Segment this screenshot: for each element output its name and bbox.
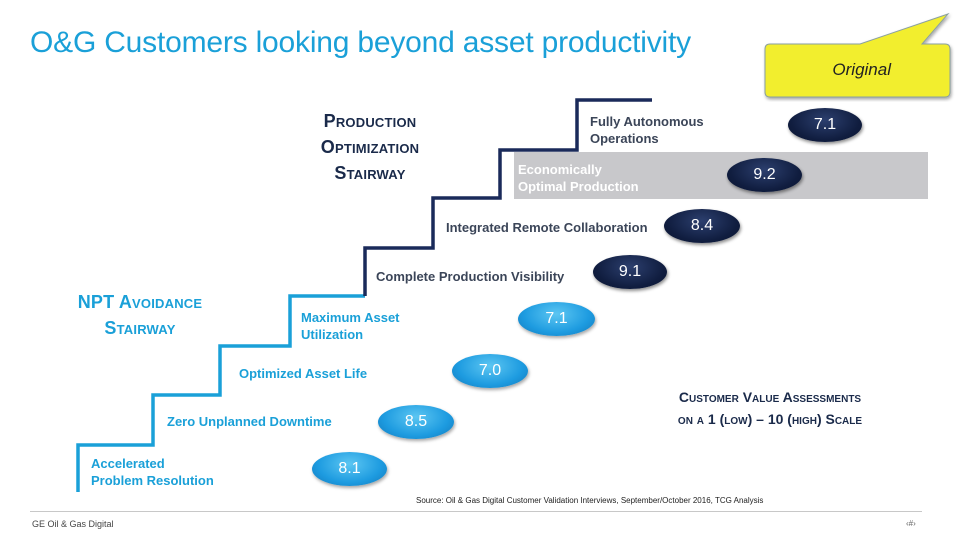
- scale-note: Customer Value Assessments on a 1 (low) …: [677, 389, 863, 427]
- footer-divider: [30, 511, 922, 512]
- score-oval-maximum-asset: 7.1: [518, 302, 595, 336]
- score-oval-accelerated-resolution: 8.1: [312, 452, 387, 486]
- step-label-optimized-asset-life: Optimized Asset Life: [239, 366, 368, 381]
- score-oval-zero-downtime: 8.5: [378, 405, 454, 439]
- step-label-integrated-remote: Integrated Remote Collaboration: [446, 220, 648, 235]
- production-stairway-title: Production Optimization Stairway: [320, 111, 420, 184]
- step-label-fully-autonomous: Fully Autonomous Operations: [590, 114, 704, 146]
- production-stair-line: [363, 98, 652, 296]
- callout-bubble: [764, 12, 951, 98]
- step-label-complete-visibility: Complete Production Visibility: [376, 269, 565, 284]
- callout-text: Original: [832, 60, 891, 79]
- footer-company: GE Oil & Gas Digital: [32, 519, 114, 529]
- npt-stairway-title: NPT Avoidance Stairway: [77, 292, 203, 339]
- score-oval-fully-autonomous: 7.1: [788, 108, 862, 142]
- score-oval-integrated-remote: 8.4: [664, 209, 740, 243]
- step-label-economically-optimal: Economically Optimal Production: [518, 162, 639, 194]
- page-number: ‹#›: [906, 519, 916, 528]
- highlight-band: [514, 152, 928, 199]
- step-label-maximum-asset: Maximum Asset Utilization: [301, 310, 400, 342]
- source-note: Source: Oil & Gas Digital Customer Valid…: [416, 496, 764, 505]
- score-oval-optimized-asset-life: 7.0: [452, 354, 528, 388]
- npt-stair-line: [76, 294, 365, 492]
- step-label-accelerated-resolution: Accelerated Problem Resolution: [91, 456, 214, 488]
- score-oval-complete-visibility: 9.1: [593, 255, 667, 289]
- score-oval-economically-optimal: 9.2: [727, 158, 802, 192]
- slide-title: O&G Customers looking beyond asset produ…: [30, 26, 691, 59]
- step-label-zero-downtime: Zero Unplanned Downtime: [167, 414, 332, 429]
